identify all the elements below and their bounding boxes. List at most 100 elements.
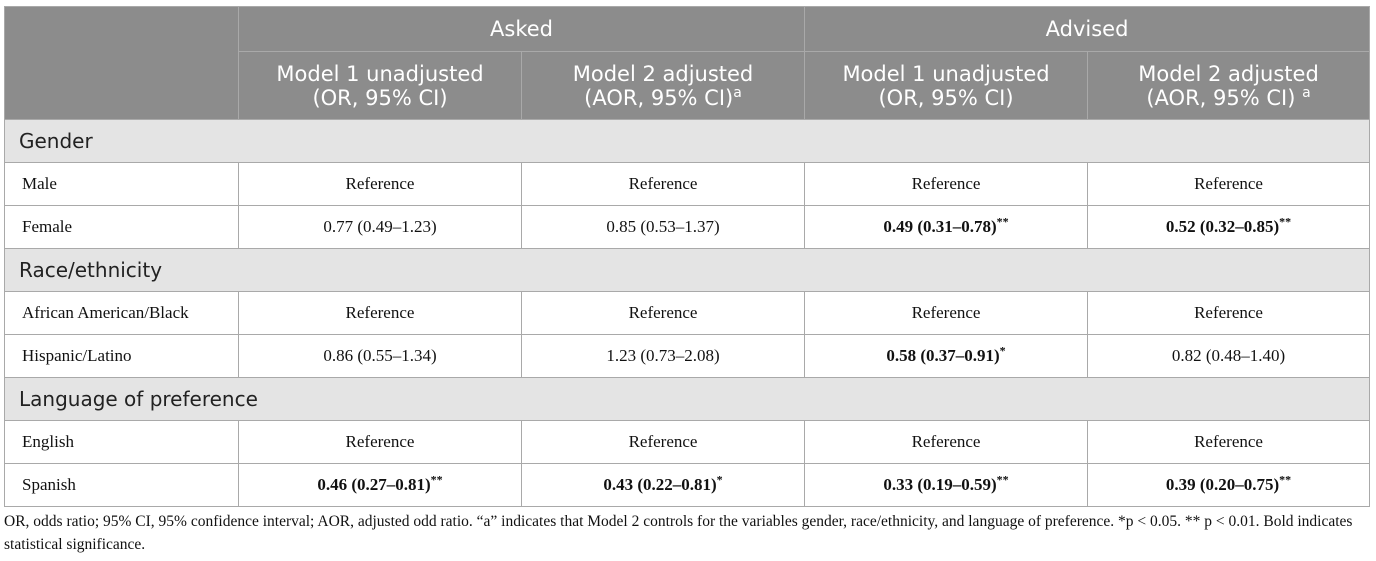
table-cell: Reference bbox=[238, 291, 522, 335]
table-cell: 0.39 (0.20–0.75)** bbox=[1087, 463, 1371, 507]
header-col-2: Model 2 adjusted (AOR, 95% CI)a bbox=[520, 51, 806, 120]
table-header: Asked Advised Model 1 unadjusted (OR, 95%… bbox=[4, 6, 1371, 120]
table-cell: 0.82 (0.48–1.40) bbox=[1087, 334, 1371, 378]
cell-value: Reference bbox=[628, 174, 698, 193]
cell-value: 0.58 (0.37–0.91) bbox=[886, 346, 1000, 365]
cell-value: Reference bbox=[345, 303, 415, 322]
section-row: Race/ethnicity bbox=[3, 248, 1371, 292]
table-cell: 0.77 (0.49–1.23) bbox=[238, 205, 522, 249]
cell-value: Reference bbox=[628, 303, 698, 322]
header-col-line2-text: (AOR, 95% CI) bbox=[1146, 85, 1303, 110]
header-footnote-marker: a bbox=[1302, 84, 1311, 101]
cell-value: Reference bbox=[1194, 432, 1263, 451]
section-title: Gender bbox=[3, 119, 1371, 163]
table-cell: Reference bbox=[238, 162, 522, 206]
section-title: Race/ethnicity bbox=[3, 248, 1371, 292]
significance-marker: ** bbox=[1279, 472, 1292, 487]
table-cell: Reference bbox=[520, 420, 806, 464]
header-group-row: Asked Advised bbox=[4, 6, 1371, 120]
cell-value: Reference bbox=[1194, 174, 1263, 193]
header-col-line2-text: (OR, 95% CI) bbox=[312, 85, 448, 110]
row-label: African American/Black bbox=[4, 291, 239, 335]
cell-value: Reference bbox=[345, 174, 415, 193]
table-cell: Reference bbox=[238, 420, 522, 464]
row-label: Hispanic/Latino bbox=[4, 334, 239, 378]
significance-marker: ** bbox=[996, 214, 1009, 229]
row-label: Spanish bbox=[4, 463, 239, 507]
header-col-line1: Model 1 unadjusted bbox=[276, 61, 484, 86]
table-cell: Reference bbox=[1087, 420, 1371, 464]
table-cell: 0.86 (0.55–1.34) bbox=[238, 334, 522, 378]
header-subcolumn-row: Model 1 unadjusted (OR, 95% CI) Model 2 ad… bbox=[5, 51, 1371, 120]
header-col-line1: Model 2 adjusted bbox=[572, 61, 754, 86]
header-group-advised: Advised bbox=[804, 6, 1371, 52]
table-cell: 0.49 (0.31–0.78)** bbox=[804, 205, 1089, 249]
header-col-line2: (OR, 95% CI) bbox=[239, 86, 521, 110]
cell-value: 0.77 (0.49–1.23) bbox=[323, 217, 437, 236]
cell-value: 0.85 (0.53–1.37) bbox=[606, 217, 720, 236]
header-col-line2-text: (OR, 95% CI) bbox=[878, 85, 1014, 110]
header-corner bbox=[4, 6, 239, 120]
cell-value: 0.49 (0.31–0.78) bbox=[883, 217, 997, 236]
header-group-asked: Asked bbox=[237, 6, 806, 52]
table-cell: Reference bbox=[804, 162, 1089, 206]
table-row: Hispanic/Latino 0.86 (0.55–1.34) 1.23 (0.7… bbox=[4, 334, 1371, 378]
table-cell: 1.23 (0.73–2.08) bbox=[520, 334, 806, 378]
cell-value: 1.23 (0.73–2.08) bbox=[606, 346, 720, 365]
cell-value: Reference bbox=[628, 432, 698, 451]
row-label: English bbox=[4, 420, 239, 464]
table-row: Male Reference Reference Reference Reference bbox=[4, 162, 1371, 206]
cell-value: Reference bbox=[345, 432, 415, 451]
significance-marker: ** bbox=[430, 472, 443, 487]
table-cell: 0.52 (0.32–0.85)** bbox=[1087, 205, 1371, 249]
cell-value: 0.82 (0.48–1.40) bbox=[1171, 346, 1286, 365]
header-col-3: Model 1 unadjusted (OR, 95% CI) bbox=[804, 51, 1089, 120]
table-cell: Reference bbox=[804, 420, 1089, 464]
table-body: Gender Male Reference Reference Reference Ref… bbox=[3, 119, 1371, 507]
table-cell: 0.46 (0.27–0.81)** bbox=[238, 463, 522, 507]
cell-value: Reference bbox=[911, 432, 981, 451]
table-cell: 0.85 (0.53–1.37) bbox=[520, 205, 806, 249]
cell-value: 0.43 (0.22–0.81) bbox=[603, 475, 717, 494]
table-row: African American/Black Reference Reference… bbox=[4, 291, 1371, 335]
header-col-line2: (AOR, 95% CI)a bbox=[522, 86, 804, 110]
header-col-line2: (OR, 95% CI) bbox=[805, 86, 1087, 110]
significance-marker: ** bbox=[996, 472, 1009, 487]
table-cell: Reference bbox=[520, 291, 806, 335]
table-row: Spanish 0.46 (0.27–0.81)** 0.43 (0.22–0.81… bbox=[4, 463, 1371, 507]
table-cell: 0.58 (0.37–0.91)* bbox=[804, 334, 1089, 378]
significance-marker: * bbox=[716, 472, 723, 487]
table-cell: Reference bbox=[520, 162, 806, 206]
significance-marker: ** bbox=[1279, 214, 1292, 229]
section-row: Language of preference bbox=[3, 377, 1371, 421]
cell-value: 0.46 (0.27–0.81) bbox=[317, 475, 431, 494]
cell-value: 0.86 (0.55–1.34) bbox=[323, 346, 437, 365]
row-label: Female bbox=[4, 205, 239, 249]
header-col-1: Model 1 unadjusted (OR, 95% CI) bbox=[238, 51, 522, 120]
table-cell: 0.33 (0.19–0.59)** bbox=[804, 463, 1089, 507]
cell-value: 0.33 (0.19–0.59) bbox=[883, 475, 997, 494]
cell-value: Reference bbox=[1194, 303, 1263, 322]
table-cell: Reference bbox=[1087, 162, 1371, 206]
header-footnote-marker: a bbox=[733, 84, 742, 101]
table-row: English Reference Reference Reference Refere… bbox=[4, 420, 1371, 464]
table-cell: Reference bbox=[804, 291, 1089, 335]
header-col-4: Model 2 adjusted (AOR, 95% CI) a bbox=[1087, 51, 1371, 120]
table-footnote: OR, odds ratio; 95% CI, 95% confidence i… bbox=[4, 513, 1353, 553]
header-col-line2-text: (AOR, 95% CI) bbox=[584, 85, 734, 110]
cell-value: 0.52 (0.32–0.85) bbox=[1165, 217, 1280, 236]
table-cell: 0.43 (0.22–0.81)* bbox=[520, 463, 806, 507]
cell-value: 0.39 (0.20–0.75) bbox=[1165, 475, 1280, 494]
header-col-line1: Model 1 unadjusted bbox=[842, 61, 1050, 86]
header-col-line1: Model 2 adjusted bbox=[1138, 61, 1319, 86]
cell-value: Reference bbox=[911, 303, 981, 322]
section-title: Language of preference bbox=[3, 377, 1371, 421]
results-table: Asked Advised Model 1 unadjusted (OR, 95%… bbox=[3, 6, 1371, 507]
cell-value: Reference bbox=[911, 174, 981, 193]
significance-marker: * bbox=[999, 343, 1006, 358]
table-row: Female 0.77 (0.49–1.23) 0.85 (0.53–1.37) 0.… bbox=[4, 205, 1371, 249]
section-row: Gender bbox=[3, 119, 1371, 163]
header-col-line2: (AOR, 95% CI) a bbox=[1088, 86, 1369, 110]
row-label: Male bbox=[4, 162, 239, 206]
table-cell: Reference bbox=[1087, 291, 1371, 335]
